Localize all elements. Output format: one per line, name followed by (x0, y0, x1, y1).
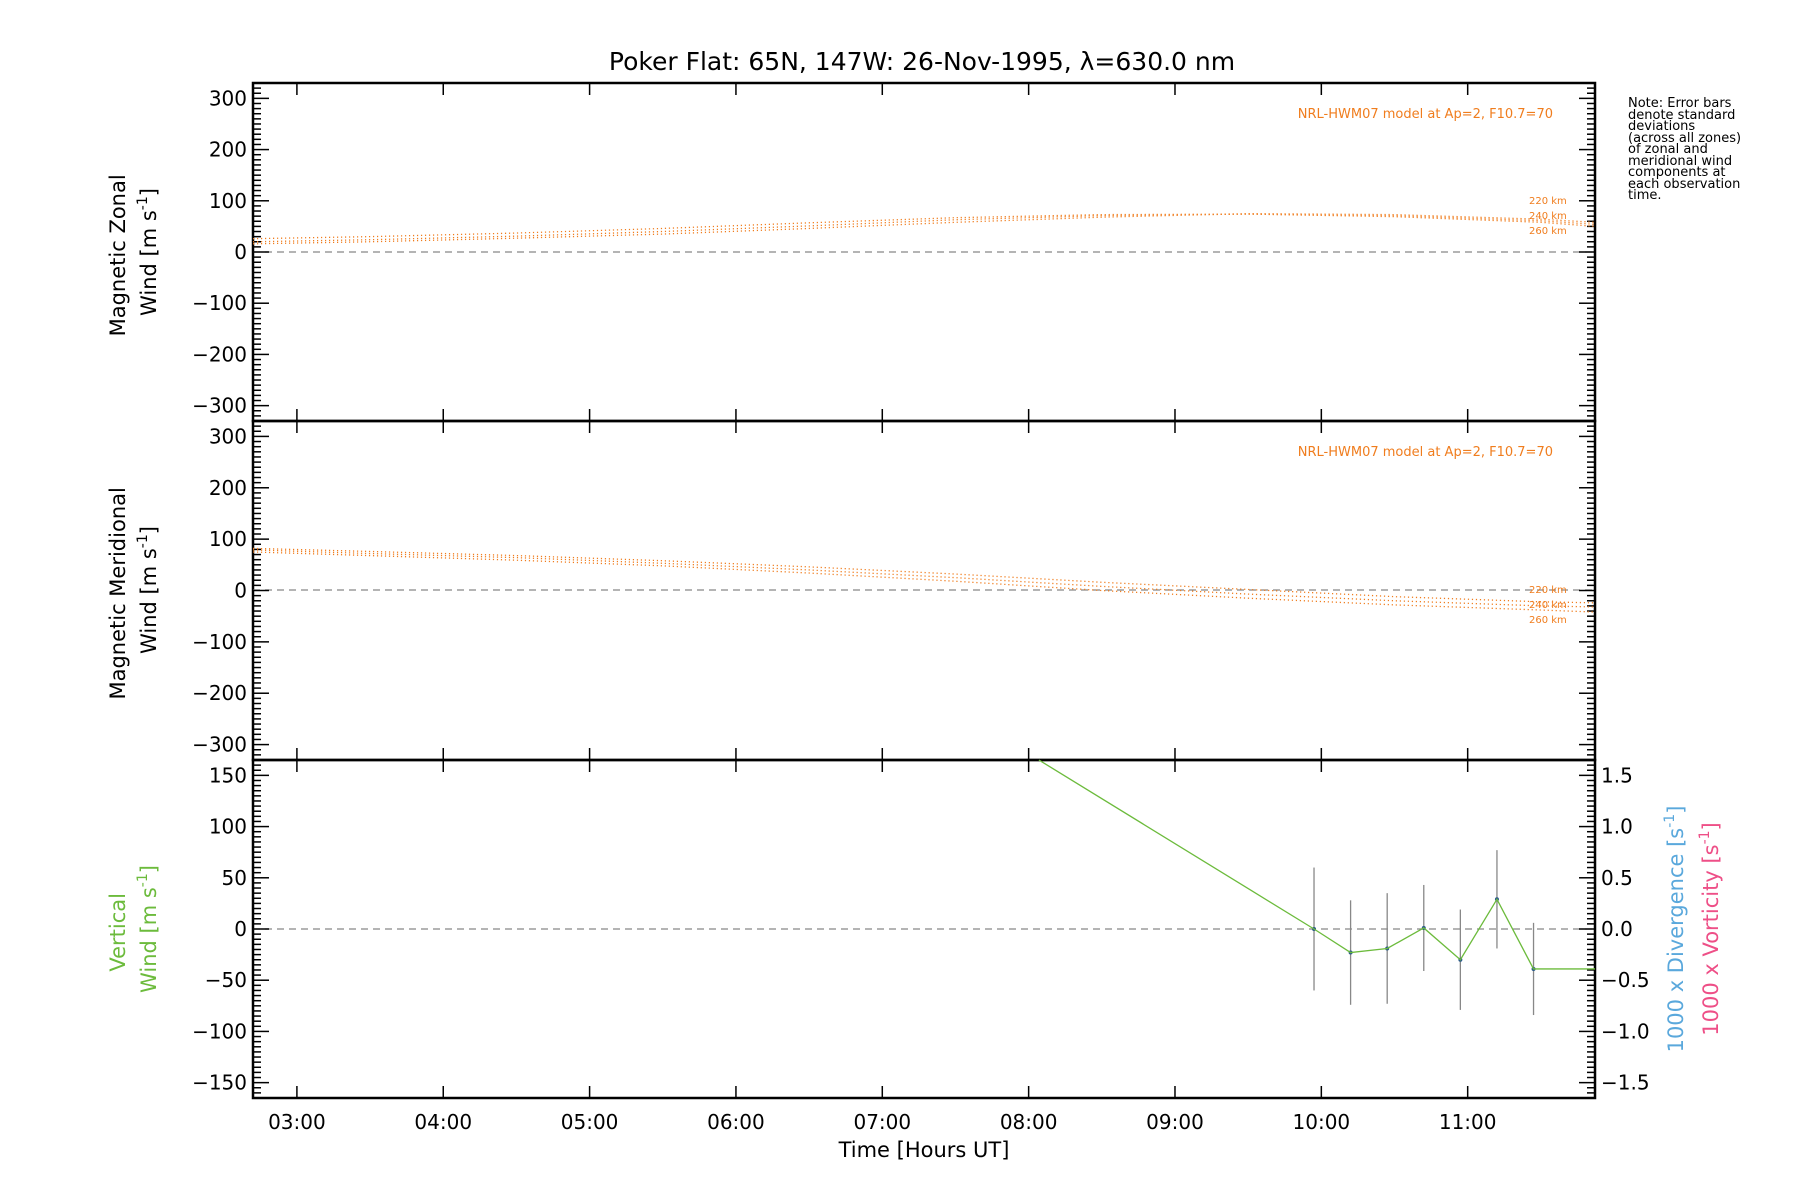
divergence-axis-label-close: ] (1664, 806, 1688, 814)
x-tick-labels: 03:00 04:00 05:00 06:00 07:00 08:00 09:00 10:00… (268, 1110, 1496, 1134)
vertical-x-ticks (296, 760, 1469, 1098)
vertical-y-axis-label-exp: -1 (135, 873, 151, 887)
zonal-model-label: NRL-HWM07 model at Ap=2, F10.7=70 (1298, 107, 1553, 122)
right-y-tick-label: −1.5 (1601, 1071, 1650, 1095)
x-tick-label: 11:00 (1439, 1110, 1497, 1134)
figure-title: Poker Flat: 65N, 147W: 26-Nov-1995, λ=63… (609, 47, 1235, 76)
meridional-wind-panel: 300 200 100 0 −100 −200 −300 NRL-HWM07 model a… (106, 419, 1597, 762)
meridional-y-axis-label: Magnetic Meridional Wind [m s-1] (106, 480, 161, 699)
vertical-y-ticks: 150 100 50 0 −50 −100 −150 (192, 759, 269, 1099)
y-tick-label: −100 (192, 1019, 247, 1043)
meridional-series-label-260: 260 km (1529, 615, 1567, 626)
zonal-y-axis-label-line1: Magnetic Zonal (106, 174, 130, 336)
x-tick-label: 05:00 (561, 1110, 619, 1134)
meridional-model-series (252, 547, 1596, 613)
y-tick-label: 300 (209, 424, 247, 448)
divergence-axis-label-text: 1000 x Divergence [s (1664, 828, 1688, 1053)
zonal-y-axis-label-line2: Wind [m s (137, 210, 161, 316)
vorticity-axis-label: 1000 x Vorticity [s-1] (1697, 822, 1723, 1036)
y-tick-label: 0 (234, 917, 247, 941)
meridional-x-ticks (296, 421, 1469, 760)
zonal-x-ticks (296, 83, 1469, 421)
meridional-y-axis-label-exp: -1 (135, 534, 151, 548)
vorticity-axis-label-exp: -1 (1697, 830, 1713, 844)
y-tick-label: 100 (209, 815, 247, 839)
y-tick-label: 200 (209, 138, 247, 162)
zonal-series-label-220: 220 km (1529, 196, 1567, 207)
model-series-220-km (252, 212, 1596, 245)
y-tick-label: 0 (234, 240, 247, 264)
divergence-axis-label-exp: -1 (1662, 814, 1678, 828)
meridional-y-axis-label-line1: Magnetic Meridional (106, 487, 130, 699)
zonal-y-axis-label-exp: -1 (135, 196, 151, 210)
vertical-error-bars (1312, 850, 1536, 1016)
y-tick-label: 150 (209, 763, 247, 787)
right-y-tick-label: 0.5 (1601, 866, 1633, 890)
right-y-tick-label: 0.0 (1601, 917, 1633, 941)
model-series-240-km (252, 213, 1596, 243)
vertical-wind-line (1038, 759, 1595, 970)
model-series-260-km (252, 213, 1596, 240)
y-tick-label: 100 (209, 527, 247, 551)
y-tick-label: 50 (222, 866, 247, 890)
y-tick-label: −100 (192, 630, 247, 654)
zonal-wind-panel: 300 200 100 0 −100 −200 −300 NRL-HWM07 model a… (106, 81, 1597, 423)
zonal-y-axis-label-close: ] (137, 188, 161, 196)
vertical-y-axis-label-line1: Vertical (106, 893, 130, 972)
meridional-series-label-220: 220 km (1529, 585, 1567, 596)
right-y-tick-label: −0.5 (1601, 968, 1650, 992)
y-tick-label: 200 (209, 476, 247, 500)
meridional-y-axis-label-line2: Wind [m s (137, 548, 161, 654)
y-tick-label: −100 (192, 291, 247, 315)
right-y-tick-label: 1.5 (1601, 763, 1633, 787)
meridional-y-axis-label-close: ] (137, 526, 161, 534)
meridional-model-label: NRL-HWM07 model at Ap=2, F10.7=70 (1298, 445, 1553, 460)
x-tick-label: 08:00 (1000, 1110, 1058, 1134)
zonal-y-ticks: 300 200 100 0 −100 −200 −300 (192, 82, 1595, 422)
y-tick-label: 300 (209, 86, 247, 110)
vertical-wind-series (1038, 759, 1595, 970)
vertical-y-axis-label-line2: Wind [m s (137, 887, 161, 993)
y-tick-label: −300 (192, 394, 247, 418)
y-tick-label: −200 (192, 681, 247, 705)
x-tick-label: 04:00 (414, 1110, 472, 1134)
y-tick-label: 100 (209, 189, 247, 213)
meridional-y-ticks: 300 200 100 0 −100 −200 −300 (192, 420, 1595, 761)
model-series-220-km (252, 547, 1596, 604)
y-tick-label: −50 (205, 968, 247, 992)
y-tick-label: −300 (192, 733, 247, 757)
x-tick-label: 09:00 (1146, 1110, 1204, 1134)
x-axis-label: Time [Hours UT] (838, 1138, 1010, 1162)
vorticity-axis-label-close: ] (1699, 822, 1723, 830)
x-tick-label: 10:00 (1293, 1110, 1351, 1134)
y-tick-label: −150 (192, 1071, 247, 1095)
x-tick-label: 07:00 (853, 1110, 911, 1134)
vertical-wind-panel: 150 100 50 0 −50 −100 −150 1.5 1.0 0.5 0.0 −0.5 −1.… (106, 758, 1723, 1100)
vertical-right-y-ticks: 1.5 1.0 0.5 0.0 −0.5 −1.0 −1.5 (1579, 759, 1650, 1099)
zonal-model-series (252, 212, 1596, 245)
error-bar-note: Note: Error bars denote standard deviati… (1628, 96, 1742, 203)
right-y-tick-label: 1.0 (1601, 815, 1633, 839)
meridional-series-label-240: 240 km (1529, 600, 1567, 611)
x-tick-label: 06:00 (707, 1110, 765, 1134)
vertical-y-axis-label: Vertical Wind [m s-1] (106, 865, 161, 993)
vertical-y-axis-label-close: ] (137, 865, 161, 873)
divergence-axis-label: 1000 x Divergence [s-1] (1662, 806, 1688, 1053)
x-tick-label: 03:00 (268, 1110, 326, 1134)
right-y-tick-label: −1.0 (1601, 1019, 1650, 1043)
zonal-series-label-260: 260 km (1529, 226, 1567, 237)
y-tick-label: −200 (192, 342, 247, 366)
y-tick-label: 0 (234, 579, 247, 603)
zonal-y-axis-label: Magnetic Zonal Wind [m s-1] (106, 168, 161, 337)
model-series-240-km (252, 549, 1596, 608)
vorticity-axis-label-text: 1000 x Vorticity [s (1699, 844, 1723, 1035)
zonal-series-label-240: 240 km (1529, 211, 1567, 222)
model-series-260-km (252, 551, 1596, 613)
